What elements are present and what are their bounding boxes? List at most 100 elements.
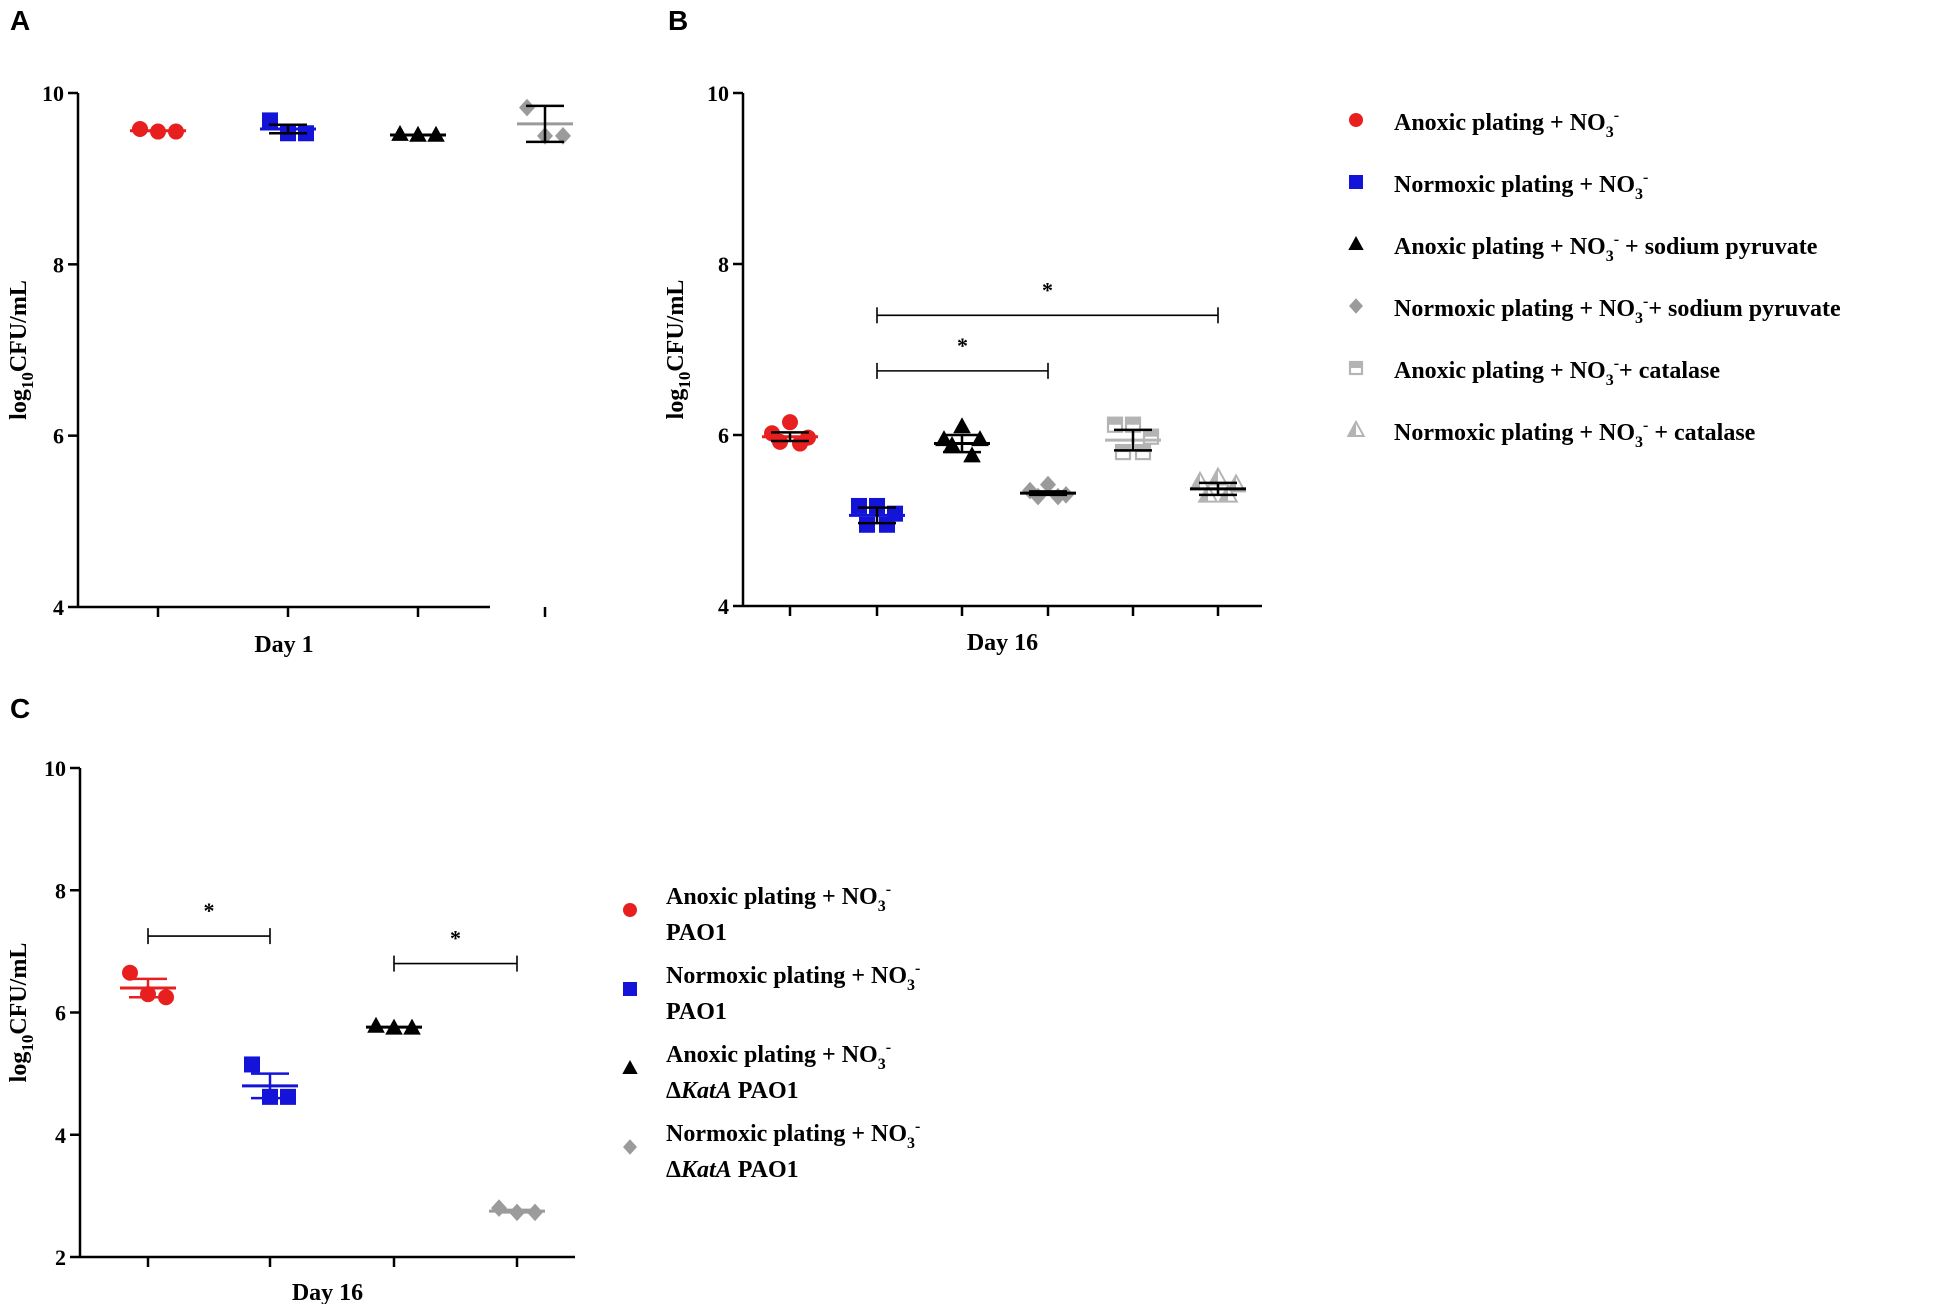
legend-item: Normoxic plating + NO3- PAO1 bbox=[623, 960, 920, 1025]
legend-label: Normoxic plating + NO3- + catalase bbox=[1394, 417, 1756, 451]
legend-label: Anoxic plating + NO3- + sodium pyruvate bbox=[1394, 231, 1818, 265]
data-point bbox=[1134, 444, 1152, 461]
legend-suffix: + catalase bbox=[1619, 358, 1720, 384]
data-point bbox=[1040, 475, 1056, 494]
data-point bbox=[963, 446, 981, 463]
legend-item: Anoxic plating + NO3- PAO1 bbox=[623, 881, 891, 946]
significance-bracket: * bbox=[393, 926, 518, 972]
legend-item: Normoxic plating + NO3- + catalase bbox=[1346, 417, 1756, 451]
data-point-fill bbox=[1107, 416, 1123, 425]
legend-text: Anoxic plating + NO bbox=[1394, 358, 1606, 384]
legend-subscript: 3 bbox=[1635, 310, 1643, 327]
y-tick-label: 6 bbox=[53, 424, 64, 449]
legend-subscript: 3 bbox=[1635, 434, 1643, 451]
legend-marker bbox=[622, 1059, 638, 1074]
legend-text: Anoxic plating + NO bbox=[1394, 110, 1606, 136]
legend-label: Normoxic plating + NO3- bbox=[666, 960, 920, 994]
legend-marker bbox=[623, 903, 637, 917]
y-axis-label: log10CFU/mL bbox=[663, 280, 694, 420]
legend-label: Normoxic plating + NO3-+ sodium pyruvate bbox=[1394, 293, 1841, 327]
data-point-fill bbox=[1115, 444, 1131, 453]
y-axis-label-log: log bbox=[6, 1052, 32, 1083]
legend-gene: KatA bbox=[680, 1078, 732, 1104]
legend-subscript: 3 bbox=[878, 1056, 886, 1073]
y-tick-label: 10 bbox=[42, 81, 64, 106]
legend-marker bbox=[623, 1139, 637, 1155]
data-point bbox=[1106, 416, 1124, 433]
legend-delta: Δ bbox=[666, 1078, 681, 1104]
legend-marker bbox=[1348, 235, 1364, 250]
legend-superscript: - bbox=[1643, 417, 1648, 434]
y-tick-label: 4 bbox=[55, 1123, 66, 1148]
legend-subscript: 3 bbox=[907, 977, 915, 994]
legend-text: Normoxic plating + NO bbox=[1394, 172, 1635, 198]
y-tick-label: 6 bbox=[55, 1001, 66, 1026]
legend-text: Anoxic plating + NO bbox=[1394, 234, 1606, 260]
legend-item: Normoxic plating + NO3-+ sodium pyruvate bbox=[1349, 293, 1841, 327]
data-point bbox=[792, 435, 808, 452]
group-1 bbox=[130, 120, 186, 140]
group-5 bbox=[1105, 416, 1161, 461]
panel-label-b: B bbox=[668, 5, 688, 36]
legend-delta: Δ bbox=[666, 1157, 681, 1183]
legend-text: Normoxic plating + NO bbox=[1394, 296, 1635, 322]
legend-item: Anoxic plating + NO3- + sodium pyruvate bbox=[1348, 231, 1818, 265]
legend-marker bbox=[1349, 175, 1363, 189]
data-point bbox=[519, 98, 535, 117]
legend-marker bbox=[1349, 298, 1363, 314]
legend-superscript: - bbox=[1614, 231, 1619, 248]
legend-subscript: 3 bbox=[907, 1135, 915, 1152]
group-2 bbox=[260, 112, 316, 142]
legend-label: Normoxic plating + NO3- bbox=[1394, 169, 1648, 203]
legend-text: Anoxic plating + NO bbox=[666, 884, 878, 910]
y-axis-label-rest: CFU/mL bbox=[6, 943, 32, 1035]
y-tick-label: 2 bbox=[55, 1245, 66, 1270]
y-tick-label: 4 bbox=[53, 595, 64, 620]
data-point-fill bbox=[1191, 472, 1200, 489]
data-point-fill bbox=[1135, 444, 1151, 453]
group-1 bbox=[120, 964, 176, 1006]
legend-superscript: - bbox=[1614, 107, 1619, 124]
significance-bracket: * bbox=[876, 333, 1049, 379]
legend-marker-fill bbox=[1348, 421, 1356, 436]
data-point-fill bbox=[1125, 416, 1141, 425]
legend-label: Normoxic plating + NO3- bbox=[666, 1118, 920, 1152]
legend-superscript: - bbox=[1643, 293, 1648, 310]
legend-marker-fill bbox=[1349, 361, 1363, 368]
legend-subscript: 3 bbox=[1606, 372, 1614, 389]
legend-item: Normoxic plating + NO3- bbox=[1349, 169, 1648, 203]
legend-label: Anoxic plating + NO3-+ catalase bbox=[1394, 355, 1720, 389]
data-point bbox=[1189, 470, 1211, 490]
legend-superscript: - bbox=[886, 1039, 891, 1056]
legend-subscript: 3 bbox=[1635, 186, 1643, 203]
legend-label-line2: ΔKatA PAO1 bbox=[666, 1157, 799, 1183]
data-point-fill bbox=[1209, 468, 1218, 485]
legend-subscript: 3 bbox=[1606, 124, 1614, 141]
y-tick-label: 6 bbox=[718, 423, 729, 448]
y-tick-label: 10 bbox=[707, 81, 729, 106]
data-point bbox=[1114, 444, 1132, 461]
y-axis-label-sub: 10 bbox=[18, 372, 37, 389]
legend-subscript: 3 bbox=[1606, 248, 1614, 265]
data-point bbox=[391, 124, 409, 141]
legend-strain: PAO1 bbox=[732, 1157, 799, 1183]
x-axis-label: Day 16 bbox=[967, 630, 1038, 656]
legend-text: Normoxic plating + NO bbox=[1394, 420, 1635, 446]
significance-bracket: * bbox=[876, 277, 1219, 324]
y-axis-label-rest: CFU/mL bbox=[663, 280, 689, 372]
data-point-fill bbox=[1143, 428, 1159, 437]
data-point bbox=[879, 516, 895, 533]
group-3 bbox=[366, 1016, 422, 1035]
group-4 bbox=[517, 98, 573, 145]
legend-item: Anoxic plating + NO3- ΔKatA PAO1 bbox=[622, 1039, 891, 1104]
legend-suffix: + sodium pyruvate bbox=[1648, 296, 1841, 322]
legend-subscript: 3 bbox=[878, 898, 886, 915]
data-point bbox=[555, 127, 571, 145]
legend-suffix: + sodium pyruvate bbox=[1619, 234, 1818, 260]
panel-label-a: A bbox=[10, 5, 30, 36]
y-tick-label: 8 bbox=[718, 252, 729, 277]
legend-text: Normoxic plating + NO bbox=[666, 1121, 907, 1147]
